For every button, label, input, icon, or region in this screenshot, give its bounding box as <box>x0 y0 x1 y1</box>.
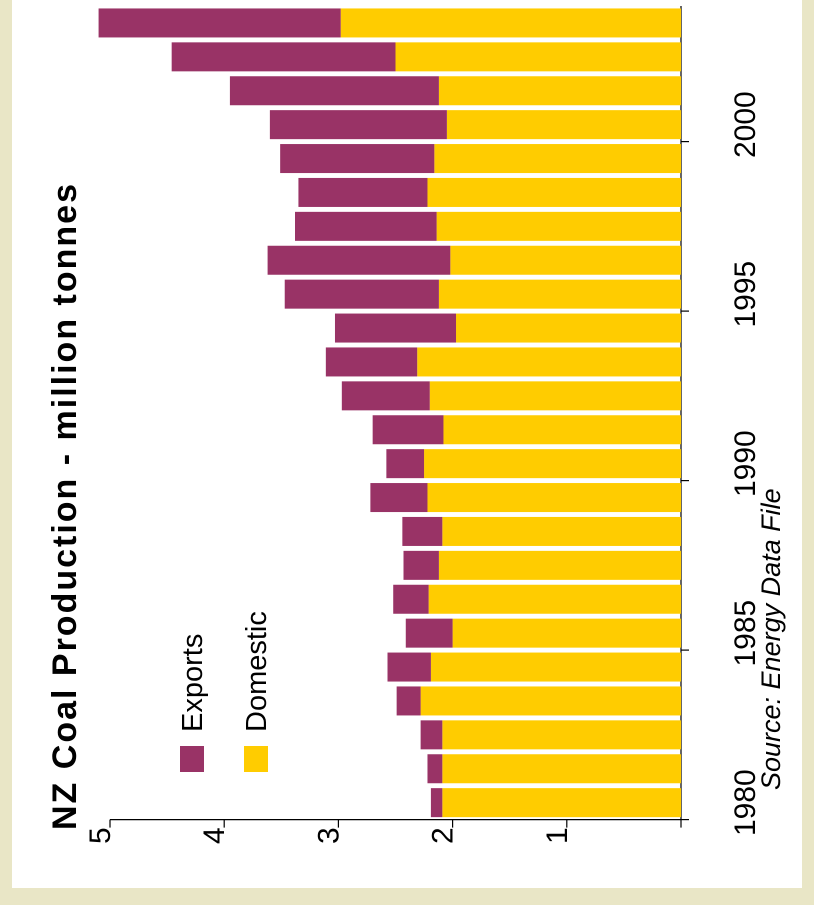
bar-domestic <box>429 381 681 411</box>
bar-domestic <box>428 584 681 614</box>
bar-exports <box>98 8 341 38</box>
bar-exports <box>229 76 439 106</box>
bar-exports <box>341 381 430 411</box>
bar-exports <box>267 245 451 275</box>
legend-swatch-domestic <box>244 746 268 772</box>
bars-group <box>98 8 681 818</box>
bar-exports <box>269 110 447 140</box>
bar-exports <box>427 754 443 784</box>
bar-domestic <box>438 76 681 106</box>
coal-production-chart: 5 4 3 2 1 1980 1985 1990 1995 2000 NZ Coal Product… <box>46 6 786 844</box>
legend <box>180 746 268 772</box>
bar-domestic <box>340 8 681 38</box>
value-tick-label: 5 <box>84 827 117 844</box>
legend-label-exports: Exports <box>177 634 209 732</box>
bar-exports <box>325 347 418 377</box>
bar-domestic <box>417 347 681 377</box>
bar-domestic <box>427 483 681 513</box>
bar-domestic <box>420 686 681 716</box>
bar-domestic <box>438 550 681 580</box>
bar-domestic <box>442 720 681 750</box>
bar-domestic <box>450 245 681 275</box>
bar-exports <box>171 42 396 72</box>
bar-exports <box>402 516 443 546</box>
value-tick-label: 1 <box>541 827 574 844</box>
bar-exports <box>386 449 425 479</box>
bar-exports <box>280 144 435 174</box>
bar-domestic <box>424 449 681 479</box>
bar-domestic <box>427 177 681 207</box>
bar-exports <box>387 652 431 682</box>
value-tick-label: 3 <box>312 827 345 844</box>
bar-domestic <box>434 144 681 174</box>
year-tick-label: 1985 <box>729 600 762 667</box>
bar-exports <box>284 279 439 309</box>
bar-domestic <box>452 618 681 648</box>
year-tick-label: 1980 <box>729 769 762 836</box>
bar-exports <box>370 483 428 513</box>
bar-domestic <box>436 211 681 241</box>
bar-domestic <box>395 42 681 72</box>
value-tick-label: 4 <box>198 827 231 844</box>
bar-exports <box>298 177 428 207</box>
value-tick-label: 2 <box>427 827 460 844</box>
chart-source: Source: Energy Data File <box>756 488 786 790</box>
bar-domestic <box>456 313 681 343</box>
year-tick-label: 1995 <box>729 261 762 328</box>
year-tick-label: 1990 <box>729 430 762 497</box>
bar-domestic <box>442 754 681 784</box>
chart-frame: 5 4 3 2 1 1980 1985 1990 1995 2000 NZ Coal Product… <box>12 0 802 888</box>
bar-exports <box>334 313 457 343</box>
bar-exports <box>420 720 443 750</box>
bar-domestic <box>430 652 681 682</box>
bar-exports <box>405 618 453 648</box>
legend-swatch-exports <box>180 746 204 772</box>
bar-domestic <box>442 788 681 818</box>
bar-domestic <box>438 279 681 309</box>
bar-exports <box>430 788 443 818</box>
bar-exports <box>393 584 429 614</box>
bar-domestic <box>446 110 681 140</box>
legend-label-domestic: Domestic <box>241 611 273 732</box>
bar-exports <box>396 686 421 716</box>
bar-exports <box>403 550 439 580</box>
chart-title: NZ Coal Production - million tonnes <box>46 182 84 830</box>
year-tick-label: 2000 <box>729 91 762 158</box>
bar-exports <box>295 211 437 241</box>
bar-domestic <box>443 415 681 445</box>
bar-exports <box>372 415 444 445</box>
bar-domestic <box>442 516 681 546</box>
